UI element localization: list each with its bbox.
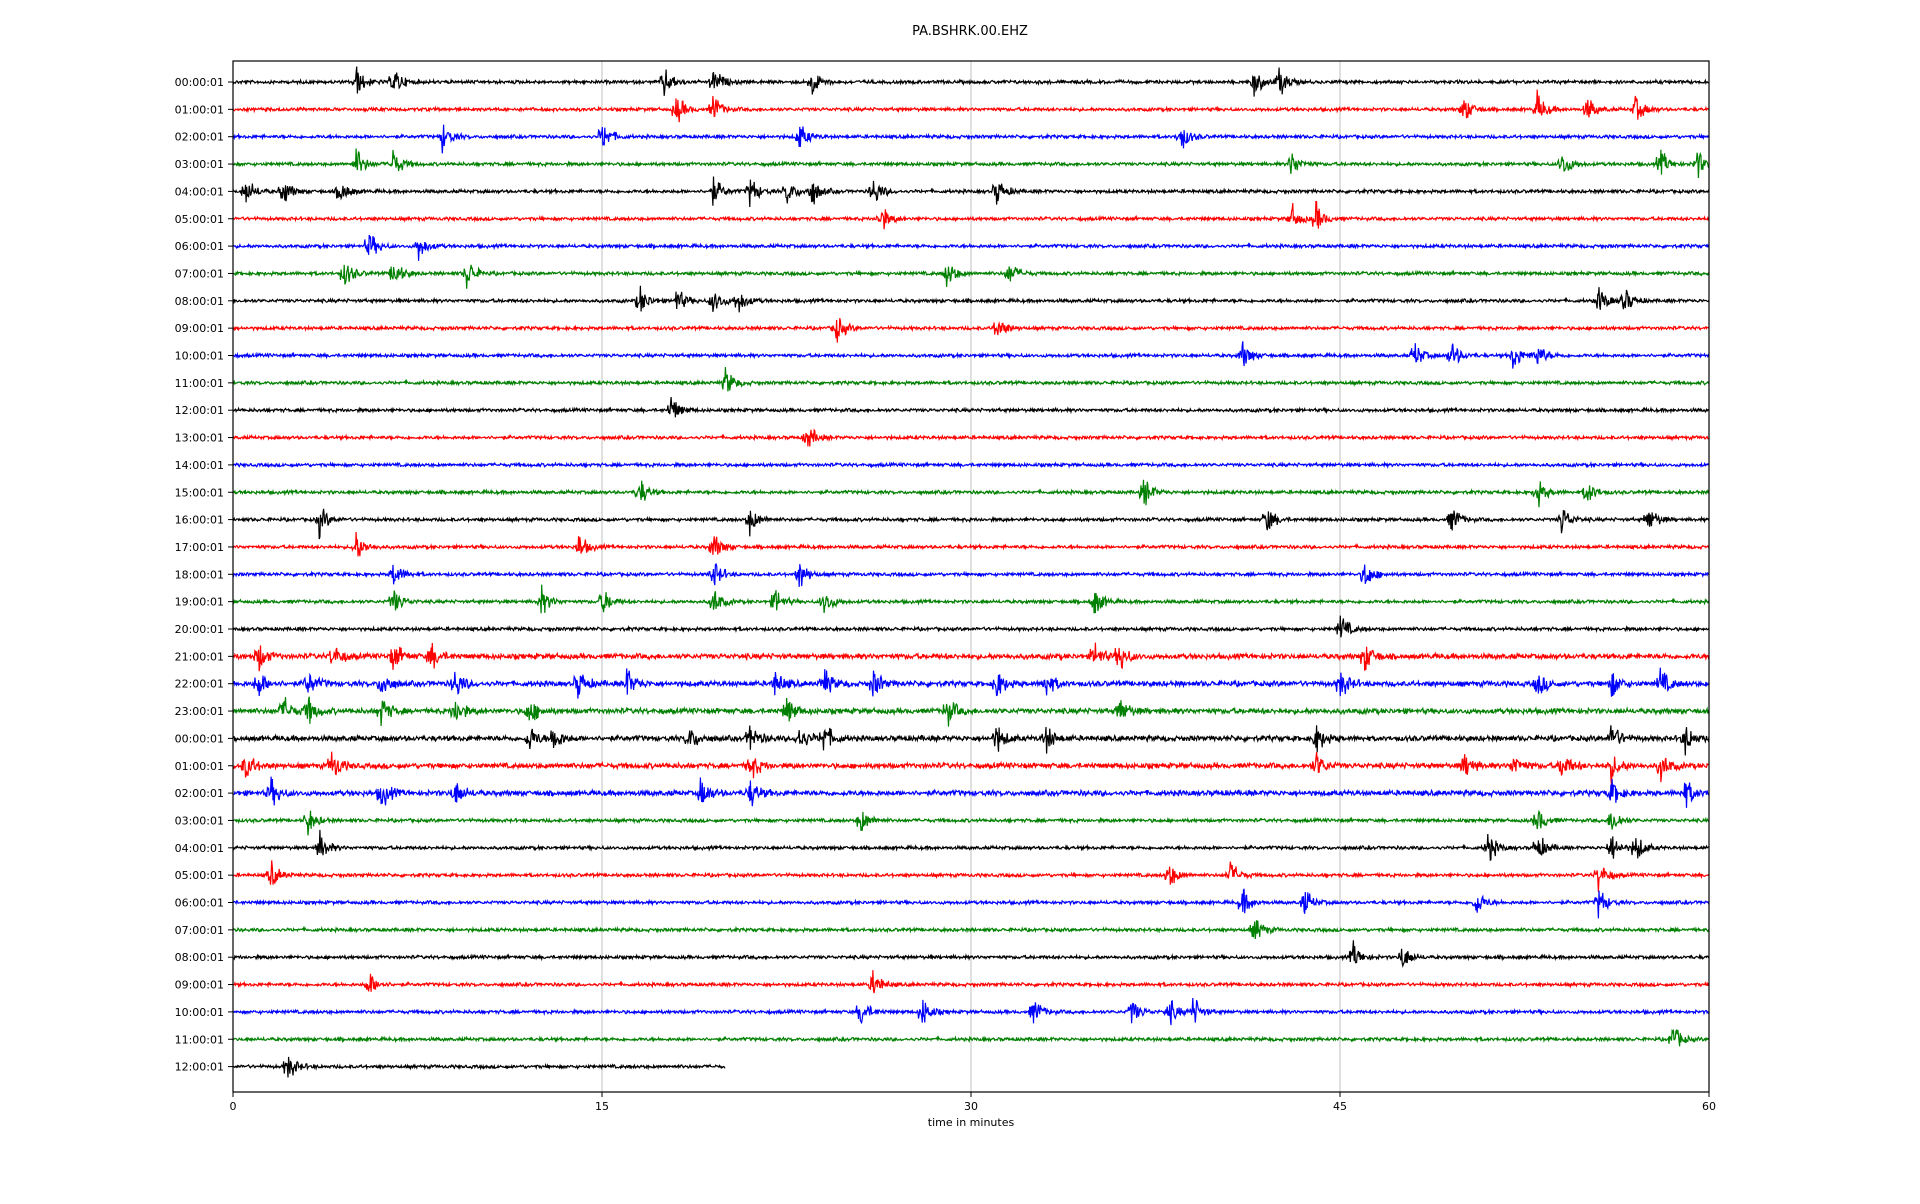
row-label: 23:00:01 <box>175 705 224 718</box>
trace-row <box>232 366 1709 392</box>
row-label: 13:00:01 <box>175 432 224 445</box>
chart-title: PA.BSHRK.00.EHZ <box>912 24 1028 39</box>
trace-row <box>232 667 1710 699</box>
trace-row <box>232 66 1710 97</box>
row-label: 16:00:01 <box>175 514 224 527</box>
row-label: 11:00:01 <box>175 377 224 390</box>
row-label: 08:00:01 <box>175 295 224 308</box>
trace-row <box>232 508 1710 540</box>
trace-row <box>232 264 1710 289</box>
x-tick-label: 15 <box>595 1100 609 1113</box>
trace-row <box>232 460 1710 470</box>
row-label: 12:00:01 <box>175 1061 224 1074</box>
row-label: 22:00:01 <box>175 678 224 691</box>
trace-row <box>232 176 1710 208</box>
trace-row <box>233 888 1710 919</box>
trace-row <box>232 317 1710 343</box>
x-tick-label: 0 <box>230 1100 237 1113</box>
row-label: 05:00:01 <box>175 869 224 882</box>
trace-row <box>232 285 1710 313</box>
trace-row <box>232 1028 1710 1047</box>
trace-row <box>232 920 1709 940</box>
trace-row <box>232 809 1710 836</box>
trace-row <box>232 860 1710 892</box>
x-tick-label: 60 <box>1702 1100 1716 1113</box>
trace-row <box>232 396 1710 418</box>
x-tick-label: 45 <box>1333 1100 1347 1113</box>
row-label: 17:00:01 <box>175 541 224 554</box>
trace-row <box>232 725 1710 756</box>
row-label: 02:00:01 <box>175 131 224 144</box>
row-label: 01:00:01 <box>175 760 224 773</box>
trace-row <box>232 200 1710 230</box>
trace-row <box>232 584 1710 614</box>
trace-row <box>232 234 1710 261</box>
row-label: 19:00:01 <box>175 596 224 609</box>
row-label: 09:00:01 <box>175 322 224 335</box>
row-label: 20:00:01 <box>175 623 224 636</box>
trace-row <box>232 531 1710 557</box>
trace-row <box>232 89 1710 123</box>
trace-row <box>232 124 1710 154</box>
row-label: 06:00:01 <box>175 897 224 910</box>
row-label: 11:00:01 <box>175 1033 224 1046</box>
trace-row <box>232 829 1710 862</box>
row-label: 18:00:01 <box>175 568 224 581</box>
row-label: 03:00:01 <box>175 814 224 827</box>
trace-row <box>232 776 1710 808</box>
trace-row <box>232 428 1710 447</box>
trace-row <box>232 751 1710 786</box>
row-label: 07:00:01 <box>175 267 224 280</box>
row-label: 05:00:01 <box>175 213 224 226</box>
row-label: 01:00:01 <box>175 103 224 116</box>
row-label: 10:00:01 <box>175 350 224 363</box>
row-label: 00:00:01 <box>175 76 224 89</box>
trace-row <box>232 696 1710 727</box>
row-label: 12:00:01 <box>175 404 224 417</box>
trace-row <box>232 341 1710 369</box>
row-label: 15:00:01 <box>175 486 224 499</box>
trace-row <box>232 615 1710 638</box>
row-label: 14:00:01 <box>175 459 224 472</box>
row-label: 03:00:01 <box>175 158 224 171</box>
trace-row <box>232 479 1710 508</box>
row-label: 02:00:01 <box>175 787 224 800</box>
grid-lines <box>601 61 1341 1092</box>
traces <box>232 66 1710 1078</box>
x-tick-label: 30 <box>964 1100 978 1113</box>
x-axis-ticks: 0 15 30 45 60 <box>230 1092 1716 1113</box>
trace-row <box>232 940 1710 969</box>
row-label: 04:00:01 <box>175 185 224 198</box>
trace-row <box>232 562 1710 587</box>
row-label: 07:00:01 <box>175 924 224 937</box>
trace-row <box>232 970 1710 994</box>
trace-row <box>232 642 1710 672</box>
row-label: 04:00:01 <box>175 842 224 855</box>
trace-row <box>232 997 1710 1026</box>
row-labels: 00:00:01 01:00:01 02:00:01 03:00:01 04:00:01… <box>175 76 233 1074</box>
row-label: 21:00:01 <box>175 650 224 663</box>
row-label: 06:00:01 <box>175 240 224 253</box>
row-label: 09:00:01 <box>175 979 224 992</box>
row-label: 10:00:01 <box>175 1006 224 1019</box>
row-label: 00:00:01 <box>175 732 224 745</box>
trace-row <box>232 1056 726 1078</box>
x-axis-label: time in minutes <box>928 1116 1015 1129</box>
trace-row <box>232 148 1710 179</box>
row-label: 08:00:01 <box>175 951 224 964</box>
